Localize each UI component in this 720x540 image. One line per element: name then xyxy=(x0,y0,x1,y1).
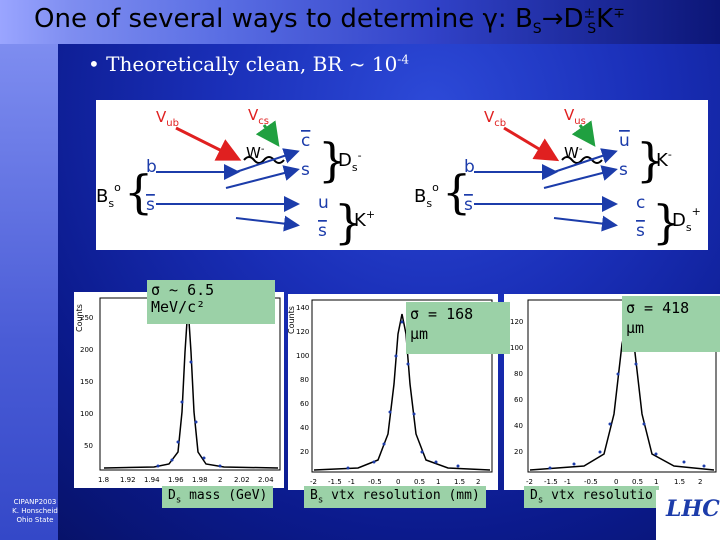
svg-text:s: s xyxy=(619,160,628,180)
footer-line-1: CIPANP2003 xyxy=(13,498,57,506)
svg-text:150: 150 xyxy=(80,378,93,386)
plot-ds-mass: Counts 250 200 150 100 50 1.8 1.92 1.94 … xyxy=(74,292,284,488)
svg-text:Vcb: Vcb xyxy=(484,108,506,129)
svg-text:Bso: Bso xyxy=(414,181,439,210)
sigma-label-mass: σ ~ 6.5 MeV/c² xyxy=(147,280,275,324)
svg-text:1.92: 1.92 xyxy=(120,476,136,484)
svg-text:-1: -1 xyxy=(348,478,355,486)
svg-text:2.02: 2.02 xyxy=(234,476,250,484)
svg-text:40: 40 xyxy=(300,424,309,432)
lhcb-logo: LHCb xyxy=(656,490,720,540)
svg-text:Ds+: Ds+ xyxy=(672,205,701,234)
svg-text:W-: W- xyxy=(564,144,583,162)
svg-text:b: b xyxy=(464,157,475,177)
svg-text:Vub: Vub xyxy=(156,108,179,129)
svg-text:1.96: 1.96 xyxy=(168,476,184,484)
svg-text:W-: W- xyxy=(246,144,265,162)
svg-text:120: 120 xyxy=(510,318,523,326)
svg-text:{: { xyxy=(442,165,471,219)
svg-text:s: s xyxy=(146,195,155,215)
svg-text:}: } xyxy=(318,133,347,187)
svg-text:0: 0 xyxy=(614,478,618,486)
plot-bs-vtx-svg: Counts 140 120 100 80 60 40 20 -2 -1.5 -… xyxy=(287,299,493,486)
svg-text:-2: -2 xyxy=(310,478,317,486)
diagram-left: Vub Vcs W- c s } Ds- b Bso { s u s } K+ xyxy=(96,106,375,249)
slide-title: One of several ways to determine γ: BS→D… xyxy=(34,4,625,38)
svg-text:K-: K- xyxy=(656,148,672,171)
svg-text:100: 100 xyxy=(510,344,523,352)
svg-text:-2: -2 xyxy=(526,478,533,486)
axis-label-bs: Bs vtx resolution (mm) xyxy=(304,486,486,508)
svg-text:1.94: 1.94 xyxy=(144,476,160,484)
svg-text:s: s xyxy=(464,195,473,215)
feynman-diagrams: Vub Vcs W- c s } Ds- b Bso { s u s } K+ xyxy=(96,100,708,250)
svg-text:0.5: 0.5 xyxy=(414,478,425,486)
svg-text:80: 80 xyxy=(514,370,523,378)
svg-text:Bso: Bso xyxy=(96,181,121,210)
svg-text:250: 250 xyxy=(80,314,93,322)
svg-text:}: } xyxy=(652,195,681,249)
axis-label-ds: Ds vtx resolutio xyxy=(524,486,659,508)
svg-text:c: c xyxy=(636,193,645,213)
svg-text:Ds-: Ds- xyxy=(338,149,362,174)
svg-text:-0.5: -0.5 xyxy=(584,478,598,486)
svg-text:1.98: 1.98 xyxy=(192,476,208,484)
svg-text:120: 120 xyxy=(296,328,309,336)
svg-text:80: 80 xyxy=(300,376,309,384)
svg-text:-0.5: -0.5 xyxy=(368,478,382,486)
svg-text:u: u xyxy=(619,131,630,151)
footer-line-2: K. Honscheid xyxy=(12,507,58,515)
svg-text:140: 140 xyxy=(296,304,309,312)
svg-text:1: 1 xyxy=(436,478,440,486)
svg-text:2: 2 xyxy=(476,478,480,486)
svg-text:20: 20 xyxy=(514,448,523,456)
left-stripe xyxy=(0,44,58,540)
sigma-label-ds: σ = 418 μm xyxy=(622,296,720,352)
svg-text:1: 1 xyxy=(654,478,658,486)
svg-text:}: } xyxy=(636,133,665,187)
svg-text:100: 100 xyxy=(296,352,309,360)
svg-text:Vcs: Vcs xyxy=(248,106,269,127)
svg-text:2: 2 xyxy=(698,478,702,486)
svg-text:100: 100 xyxy=(80,410,93,418)
svg-text:0: 0 xyxy=(396,478,400,486)
svg-text:Vus: Vus xyxy=(564,106,586,127)
svg-text:b: b xyxy=(146,157,157,177)
sigma-label-bs: σ = 168 μm xyxy=(406,302,510,354)
svg-text:1.5: 1.5 xyxy=(454,478,465,486)
svg-text:40: 40 xyxy=(514,422,523,430)
svg-text:c: c xyxy=(301,131,310,151)
diagram-right: Vcb Vus W- u s } K- b Bso { s c s } Ds+ xyxy=(414,106,701,249)
svg-text:-1: -1 xyxy=(564,478,571,486)
svg-text:1.8: 1.8 xyxy=(98,476,109,484)
svg-text:1.5: 1.5 xyxy=(674,478,685,486)
svg-text:Counts: Counts xyxy=(288,306,296,334)
plot-ds-vtx-svg: 120 100 80 60 40 20 -2 -1.5 -1 -0.5 0 0.… xyxy=(510,299,717,486)
svg-text:u: u xyxy=(318,193,329,213)
svg-text:-1.5: -1.5 xyxy=(328,478,342,486)
footer-credit: CIPANP2003 K. Honscheid Ohio State xyxy=(6,498,64,525)
svg-text:K+: K+ xyxy=(354,208,375,231)
svg-text:60: 60 xyxy=(300,400,309,408)
svg-text:2: 2 xyxy=(218,476,222,484)
svg-text:s: s xyxy=(636,221,645,241)
svg-text:-1.5: -1.5 xyxy=(544,478,558,486)
bullet-point: • Theoretically clean, BR ~ 10-4 xyxy=(88,52,409,76)
svg-text:20: 20 xyxy=(300,448,309,456)
svg-text:60: 60 xyxy=(514,396,523,404)
svg-text:}: } xyxy=(334,195,363,249)
svg-text:{: { xyxy=(124,165,153,219)
svg-text:200: 200 xyxy=(80,346,93,354)
svg-text:0.5: 0.5 xyxy=(632,478,643,486)
axis-label-mass: Ds mass (GeV) xyxy=(162,486,274,508)
svg-text:50: 50 xyxy=(84,442,93,450)
title-bar xyxy=(0,0,720,44)
feynman-svg: Vub Vcs W- c s } Ds- b Bso { s u s } K+ xyxy=(96,106,701,249)
svg-text:2.04: 2.04 xyxy=(258,476,274,484)
svg-text:s: s xyxy=(318,221,327,241)
svg-text:Counts: Counts xyxy=(75,304,84,332)
footer-line-3: Ohio State xyxy=(16,516,54,524)
svg-text:s: s xyxy=(301,160,310,180)
